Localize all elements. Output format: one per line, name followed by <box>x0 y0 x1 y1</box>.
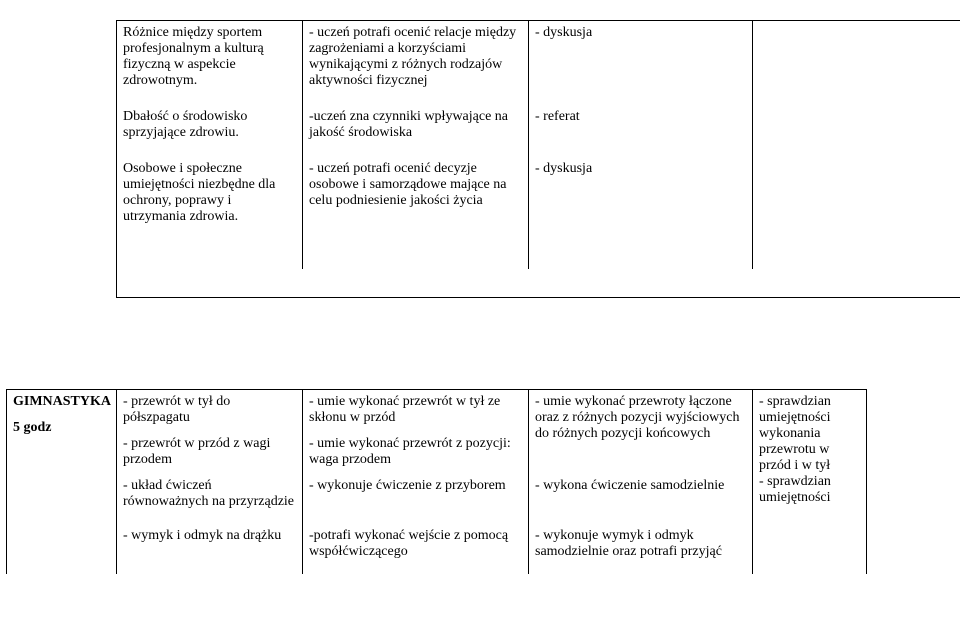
cell-advanced: - wykonuje wymyk i odmyk samodzielnie or… <box>529 524 753 574</box>
table-row: Różnice między sportem profesjonalnym a … <box>117 21 960 105</box>
table-row: Osobowe i społeczne umiejętności niezbęd… <box>117 157 960 297</box>
cell-method: - dyskusja <box>529 157 753 269</box>
cell-skills: -potrafi wykonać wejście z pomocą współć… <box>303 524 529 574</box>
cell-assessment: - sprawdzian umiejętności wykonania prze… <box>753 390 867 524</box>
cell-advanced: - umie wykonać przewroty łączone oraz z … <box>529 390 753 524</box>
list-item: - układ ćwiczeń równoważnych na przyrząd… <box>123 478 296 510</box>
list-item: - umie wykonać przewroty łączone oraz z … <box>535 394 746 442</box>
cell-empty <box>753 524 867 574</box>
cell-topic: Osobowe i społeczne umiejętności niezbęd… <box>117 157 303 269</box>
section-hours: 5 godz <box>13 420 110 436</box>
list-item: - przewrót w tył do półszpagatu <box>123 394 296 426</box>
cell-method: - referat <box>529 105 753 157</box>
list-item: - wykona ćwiczenie samodzielnie <box>535 478 746 494</box>
section-title: GIMNASTYKA <box>13 394 110 410</box>
table-row: GIMNASTYKA 5 godz - przewrót w tył do pó… <box>7 390 867 524</box>
list-item: - przewrót w przód z wagi przodem <box>123 436 296 468</box>
cell-exercises: - przewrót w tył do półszpagatu - przewr… <box>117 390 303 524</box>
bottom-table: GIMNASTYKA 5 godz - przewrót w tył do pó… <box>6 389 867 574</box>
cell-method: - dyskusja <box>529 21 753 105</box>
cell-empty <box>753 21 960 105</box>
cell-empty <box>753 157 960 269</box>
list-item: - umie wykonać przewrót z pozycji: waga … <box>309 436 522 468</box>
cell-outcome: -uczeń zna czynniki wpływające na jakość… <box>303 105 529 157</box>
top-table: Różnice między sportem profesjonalnym a … <box>116 20 960 298</box>
cell-topic: Dbałość o środowisko sprzyjające zdrowiu… <box>117 105 303 157</box>
cell-topic: Różnice między sportem profesjonalnym a … <box>117 21 303 105</box>
table-row: - wymyk i odmyk na drążku -potrafi wykon… <box>7 524 867 574</box>
list-item: - wykonuje ćwiczenie z przyborem <box>309 478 522 494</box>
cell-outcome: - uczeń potrafi ocenić decyzje osobowe i… <box>303 157 529 269</box>
cell-section-header: GIMNASTYKA 5 godz <box>7 390 117 524</box>
cell-empty <box>7 524 117 574</box>
list-item: - umie wykonać przewrót w tył ze skłonu … <box>309 394 522 426</box>
cell-outcome: - uczeń potrafi ocenić relacje między za… <box>303 21 529 105</box>
cell-empty <box>753 105 960 157</box>
cell-skills: - umie wykonać przewrót w tył ze skłonu … <box>303 390 529 524</box>
cell-exercises: - wymyk i odmyk na drążku <box>117 524 303 574</box>
table-row: Dbałość o środowisko sprzyjające zdrowiu… <box>117 105 960 157</box>
